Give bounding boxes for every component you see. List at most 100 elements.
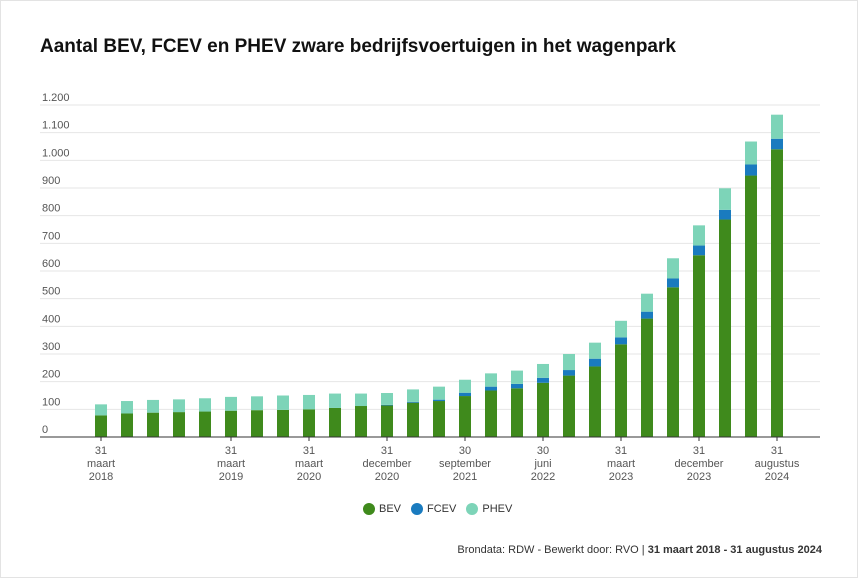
bar-segment-phev[interactable] bbox=[641, 293, 653, 312]
bar-segment-bev[interactable] bbox=[563, 375, 575, 437]
bar-segment-bev[interactable] bbox=[745, 175, 757, 438]
bar-segment-bev[interactable] bbox=[199, 411, 211, 437]
bar-segment-fcev[interactable] bbox=[459, 392, 471, 397]
bar-segment-phev[interactable] bbox=[745, 141, 757, 165]
bar-segment-fcev[interactable] bbox=[511, 383, 523, 389]
y-tick-label: 600 bbox=[42, 258, 60, 270]
bar-segment-phev[interactable] bbox=[407, 389, 419, 402]
legend: BEV FCEV PHEV bbox=[363, 503, 512, 515]
bar-segment-phev[interactable] bbox=[693, 225, 705, 246]
bar-segment-bev[interactable] bbox=[719, 219, 731, 437]
bar-segment-bev[interactable] bbox=[381, 405, 393, 437]
bar-segment-phev[interactable] bbox=[719, 188, 731, 210]
source-text: Brondata: RDW - Bewerkt door: RVO bbox=[457, 544, 639, 556]
legend-label-phev: PHEV bbox=[482, 503, 513, 515]
x-tick-label: 31 maart 2018 bbox=[87, 445, 115, 483]
bar-segment-phev[interactable] bbox=[589, 342, 601, 359]
bar-segment-bev[interactable] bbox=[225, 410, 237, 437]
bar-segment-phev[interactable] bbox=[251, 396, 263, 411]
bar-segment-phev[interactable] bbox=[615, 320, 627, 338]
x-tick-label: 30 juni 2022 bbox=[531, 445, 555, 483]
bar-segment-phev[interactable] bbox=[329, 393, 341, 408]
source-separator: | bbox=[638, 544, 648, 556]
y-tick-label: 800 bbox=[42, 203, 60, 215]
legend-item-phev[interactable]: PHEV bbox=[466, 503, 512, 515]
bar-segment-phev[interactable] bbox=[459, 379, 471, 393]
source-note: Brondata: RDW - Bewerkt door: RVO | 31 m… bbox=[457, 544, 822, 556]
bar-segment-bev[interactable] bbox=[329, 407, 341, 437]
bar-segment-bev[interactable] bbox=[303, 409, 315, 437]
bar-segment-phev[interactable] bbox=[381, 393, 393, 405]
bar-segment-fcev[interactable] bbox=[589, 358, 601, 367]
bar-segment-bev[interactable] bbox=[693, 255, 705, 437]
bar-segment-phev[interactable] bbox=[771, 114, 783, 139]
bar-segment-bev[interactable] bbox=[537, 382, 549, 437]
y-tick-label: 700 bbox=[42, 230, 60, 242]
y-tick-label: 1.100 bbox=[42, 120, 70, 132]
bar-segment-phev[interactable] bbox=[225, 396, 237, 411]
y-tick-label: 0 bbox=[42, 424, 48, 436]
bar-segment-phev[interactable] bbox=[563, 354, 575, 371]
bar-segment-bev[interactable] bbox=[485, 390, 497, 437]
legend-label-fcev: FCEV bbox=[427, 503, 457, 515]
bar-segment-fcev[interactable] bbox=[771, 138, 783, 150]
y-tick-label: 1.000 bbox=[42, 147, 70, 159]
bar-segment-phev[interactable] bbox=[667, 258, 679, 279]
bar-segment-fcev[interactable] bbox=[537, 377, 549, 383]
bar-segment-bev[interactable] bbox=[121, 413, 133, 437]
bar-segment-phev[interactable] bbox=[121, 401, 133, 414]
bar-segment-bev[interactable] bbox=[173, 412, 185, 437]
bar-segment-bev[interactable] bbox=[615, 344, 627, 437]
bar-segment-fcev[interactable] bbox=[485, 386, 497, 391]
bar-segment-phev[interactable] bbox=[199, 398, 211, 412]
bar-segment-phev[interactable] bbox=[303, 394, 315, 410]
bar-segment-phev[interactable] bbox=[173, 399, 185, 413]
bar-segment-bev[interactable] bbox=[433, 401, 445, 437]
bar-segment-bev[interactable] bbox=[407, 402, 419, 437]
bar-segment-bev[interactable] bbox=[251, 410, 263, 437]
bar-segment-fcev[interactable] bbox=[667, 278, 679, 288]
stacked-bar-chart: 0 100 200 300 400 500 600 700 800 900 1.000 1.100 1.… bbox=[40, 92, 820, 483]
bar-segment-phev[interactable] bbox=[485, 373, 497, 387]
bar-segment-fcev[interactable] bbox=[563, 370, 575, 376]
x-tick-label: 31 december 2023 bbox=[675, 445, 724, 483]
bar-segment-bev[interactable] bbox=[667, 287, 679, 437]
bar-segment-bev[interactable] bbox=[147, 412, 159, 437]
bar-segment-phev[interactable] bbox=[95, 404, 107, 416]
bar-segment-fcev[interactable] bbox=[745, 164, 757, 176]
x-tick-label: 30 september 2021 bbox=[439, 445, 491, 483]
bar-segment-fcev[interactable] bbox=[615, 337, 627, 345]
legend-label-bev: BEV bbox=[379, 503, 402, 515]
legend-item-bev[interactable]: BEV bbox=[363, 503, 401, 515]
bar-segment-phev[interactable] bbox=[511, 370, 523, 384]
legend-swatch-phev bbox=[466, 503, 479, 515]
bar-segment-phev[interactable] bbox=[277, 395, 289, 410]
legend-swatch-fcev bbox=[411, 503, 424, 515]
bar-segment-bev[interactable] bbox=[589, 366, 601, 437]
bar-segment-bev[interactable] bbox=[641, 318, 653, 437]
bar-segment-phev[interactable] bbox=[537, 363, 549, 378]
bar-segment-bev[interactable] bbox=[511, 388, 523, 437]
bar-segment-bev[interactable] bbox=[95, 415, 107, 437]
bar-segment-bev[interactable] bbox=[771, 149, 783, 437]
legend-item-fcev[interactable]: FCEV bbox=[411, 503, 456, 515]
bar-segment-fcev[interactable] bbox=[433, 399, 445, 402]
bar-segment-fcev[interactable] bbox=[719, 209, 731, 220]
source-date-range: 31 maart 2018 - 31 augustus 2024 bbox=[647, 544, 822, 556]
bar-segment-fcev[interactable] bbox=[641, 311, 653, 319]
bar-segment-phev[interactable] bbox=[433, 386, 445, 400]
x-tick-label: 31 maart 2023 bbox=[607, 445, 635, 483]
bar-segment-phev[interactable] bbox=[147, 399, 159, 413]
bar-segment-bev[interactable] bbox=[459, 396, 471, 437]
bar-segment-fcev[interactable] bbox=[407, 401, 419, 403]
x-tick-label: 31 december 2020 bbox=[363, 445, 412, 483]
y-tick-label: 500 bbox=[42, 286, 60, 298]
bar-segment-bev[interactable] bbox=[277, 409, 289, 437]
bar-segment-bev[interactable] bbox=[355, 406, 367, 437]
bar-segment-phev[interactable] bbox=[355, 393, 367, 407]
bar-segment-fcev[interactable] bbox=[381, 404, 393, 406]
bar-segment-fcev[interactable] bbox=[693, 245, 705, 256]
x-tick-label: 31 maart 2019 bbox=[217, 445, 245, 483]
y-tick-label: 400 bbox=[42, 313, 60, 325]
